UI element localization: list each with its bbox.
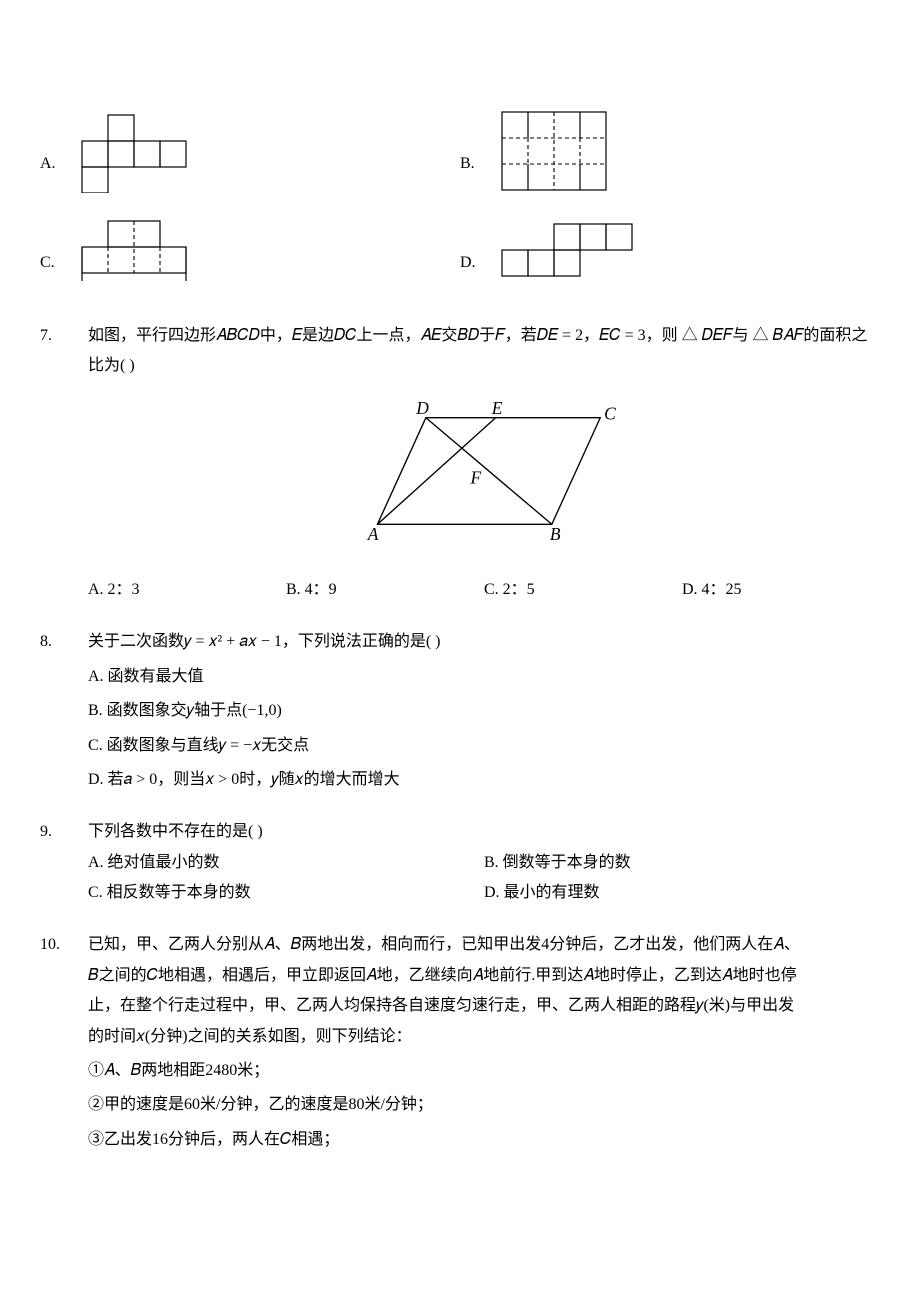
q10-body: 已知，甲、乙两人分别从𝐴、𝐵两地出发，相向而行，已知甲出发4分钟后，乙才出发，他…	[88, 930, 880, 1155]
q8-num: 8.	[40, 627, 88, 795]
q8-opt-a[interactable]: A. 函数有最大值	[88, 662, 880, 692]
net-d-icon	[494, 220, 634, 295]
net-c-icon	[74, 217, 204, 298]
t: 𝐸	[292, 327, 302, 344]
q10-s2: ②甲的速度是60米/分钟，乙的速度是80米/分钟；	[88, 1090, 880, 1120]
q9-opt-c[interactable]: C. 相反数等于本身的数	[88, 878, 484, 908]
t: 𝐴𝐵𝐶𝐷	[216, 327, 260, 344]
q7-stem: 如图，平行四边形𝐴𝐵𝐶𝐷中，𝐸是边𝐷𝐶上一点，𝐴𝐸交𝐵𝐷于𝐹，若𝐷𝐸 = 2，𝐸…	[88, 321, 880, 382]
q9-stem: 下列各数中不存在的是( )	[88, 817, 880, 847]
t: 𝐴𝐸	[421, 327, 442, 344]
nets-row-1: A. B.	[40, 108, 880, 209]
t: 是边	[302, 327, 334, 344]
q7-opt-c[interactable]: C. 2：5	[484, 575, 682, 605]
net-c-cell: C.	[40, 217, 460, 298]
q10-num: 10.	[40, 930, 88, 1155]
q8-opt-b[interactable]: B. 函数图象交𝑦轴于点(−1,0)	[88, 696, 880, 726]
t: 上一点，	[357, 327, 421, 344]
q7-opt-d[interactable]: D. 4：25	[682, 575, 880, 605]
net-c-label: C.	[40, 238, 74, 278]
t: ，	[583, 327, 599, 344]
q7-opt-a[interactable]: A. 2：3	[88, 575, 286, 605]
t: ，则	[646, 327, 678, 344]
q8-stem: 关于二次函数𝑦 = 𝑥² + 𝑎𝑥 − 1，下列说法正确的是( )	[88, 627, 880, 657]
q8-opt-c[interactable]: C. 函数图象与直线𝑦 = −𝑥无交点	[88, 731, 880, 761]
q9-row1: A. 绝对值最小的数 B. 倒数等于本身的数	[88, 848, 880, 878]
t: 与	[733, 327, 749, 344]
t: 中，	[260, 327, 292, 344]
parallelogram-icon: A B C D E F	[329, 396, 639, 546]
svg-text:F: F	[469, 467, 481, 487]
t: 于	[479, 327, 495, 344]
t: 交	[441, 327, 457, 344]
q8-body: 关于二次函数𝑦 = 𝑥² + 𝑎𝑥 − 1，下列说法正确的是( ) A. 函数有…	[88, 627, 880, 795]
svg-text:C: C	[604, 403, 616, 423]
svg-text:E: E	[491, 397, 503, 417]
q10: 10. 已知，甲、乙两人分别从𝐴、𝐵两地出发，相向而行，已知甲出发4分钟后，乙才…	[40, 930, 880, 1155]
q9-opt-b[interactable]: B. 倒数等于本身的数	[484, 848, 880, 878]
q10-l4: 的时间𝑥(分钟)之间的关系如图，则下列结论：	[88, 1022, 880, 1052]
q7-num: 7.	[40, 321, 88, 606]
net-a-label: A.	[40, 139, 74, 179]
q10-l2: 𝐵之间的𝐶地相遇，相遇后，甲立即返回𝐴地，乙继续向𝐴地前行.甲到达𝐴地时停止，乙…	[88, 961, 880, 991]
net-a-icon	[74, 113, 194, 204]
q8-opt-d[interactable]: D. 若𝑎 > 0，则当𝑥 > 0时，𝑦随𝑥的增大而增大	[88, 765, 880, 795]
t: △ 𝐵𝐴𝐹	[749, 327, 804, 344]
q9: 9. 下列各数中不存在的是( ) A. 绝对值最小的数 B. 倒数等于本身的数 …	[40, 817, 880, 908]
t: 𝐷𝐸 = 2	[537, 327, 583, 344]
q9-opt-a[interactable]: A. 绝对值最小的数	[88, 848, 484, 878]
q10-s1: ①𝐴、𝐵两地相距2480米；	[88, 1056, 880, 1086]
t: 𝐸𝐶 = 3	[599, 327, 646, 344]
q9-body: 下列各数中不存在的是( ) A. 绝对值最小的数 B. 倒数等于本身的数 C. …	[88, 817, 880, 908]
q10-l3: 止，在整个行走过程中，甲、乙两人均保持各自速度匀速行走，甲、乙两人相距的路程𝑦(…	[88, 991, 880, 1021]
q9-opt-d[interactable]: D. 最小的有理数	[484, 878, 880, 908]
svg-text:B: B	[550, 523, 561, 543]
q6-nets-group: A. B.	[40, 108, 880, 299]
q9-num: 9.	[40, 817, 88, 908]
svg-text:D: D	[415, 397, 429, 417]
q7-body: 如图，平行四边形𝐴𝐵𝐶𝐷中，𝐸是边𝐷𝐶上一点，𝐴𝐸交𝐵𝐷于𝐹，若𝐷𝐸 = 2，𝐸…	[88, 321, 880, 606]
t: 𝐷𝐶	[334, 327, 357, 344]
t: 𝐹	[495, 327, 505, 344]
net-b-label: B.	[460, 139, 494, 179]
q10-s3: ③乙出发16分钟后，两人在𝐶相遇；	[88, 1125, 880, 1155]
net-a-cell: A.	[40, 108, 460, 209]
t: △ 𝐷𝐸𝐹	[678, 327, 733, 344]
q10-l1: 已知，甲、乙两人分别从𝐴、𝐵两地出发，相向而行，已知甲出发4分钟后，乙才出发，他…	[88, 930, 880, 960]
q9-row2: C. 相反数等于本身的数 D. 最小的有理数	[88, 878, 880, 908]
q7-opt-b[interactable]: B. 4：9	[286, 575, 484, 605]
svg-text:A: A	[367, 523, 379, 543]
net-b-icon	[494, 108, 614, 209]
t: ，若	[505, 327, 537, 344]
q8: 8. 关于二次函数𝑦 = 𝑥² + 𝑎𝑥 − 1，下列说法正确的是( ) A. …	[40, 627, 880, 795]
t: 如图，平行四边形	[88, 327, 216, 344]
nets-row-2: C.	[40, 217, 880, 298]
net-b-cell: B.	[460, 108, 880, 209]
q7-figure: A B C D E F	[88, 396, 880, 557]
net-d-label: D.	[460, 238, 494, 278]
net-d-cell: D.	[460, 217, 880, 298]
q7-options: A. 2：3 B. 4：9 C. 2：5 D. 4：25	[88, 575, 880, 605]
t: 𝐵𝐷	[457, 327, 479, 344]
q7: 7. 如图，平行四边形𝐴𝐵𝐶𝐷中，𝐸是边𝐷𝐶上一点，𝐴𝐸交𝐵𝐷于𝐹，若𝐷𝐸 = …	[40, 321, 880, 606]
